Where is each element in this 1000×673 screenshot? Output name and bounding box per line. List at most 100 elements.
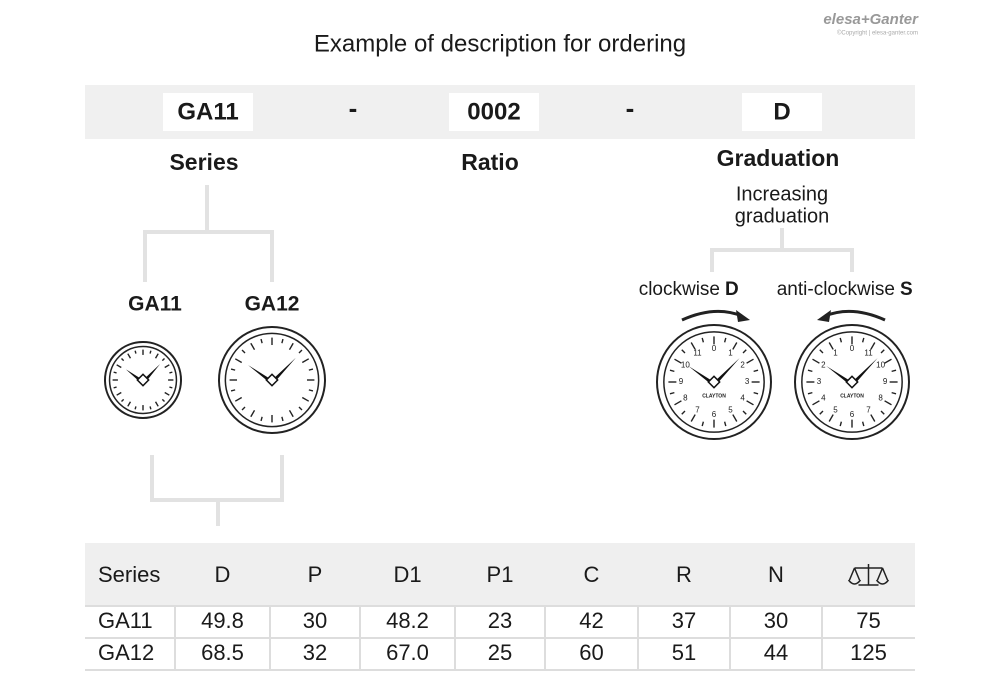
table-cell: 42	[579, 608, 603, 633]
dial-face	[801, 331, 903, 433]
dial-tick	[169, 371, 173, 374]
dial-tick	[169, 386, 173, 389]
table-cell: 125	[850, 640, 887, 665]
direction-label: anti-clockwise	[777, 279, 895, 300]
dial-tick	[669, 391, 675, 395]
dial-tick	[116, 391, 122, 396]
dial-hand	[248, 365, 272, 383]
dial-number: 4	[740, 394, 745, 403]
dial-number: 6	[712, 410, 717, 419]
dial-tick	[127, 401, 132, 407]
dial-number: 6	[850, 410, 855, 419]
dial-hub	[707, 375, 721, 389]
dial-tick	[116, 364, 122, 369]
table-header: N	[768, 562, 784, 587]
dial-hand	[714, 358, 740, 385]
dial-number: 3	[817, 377, 822, 386]
dial-face	[663, 331, 765, 433]
dial-tick	[812, 358, 820, 364]
table-header: R	[676, 562, 692, 587]
dial-tick	[746, 358, 754, 364]
dial-tick	[870, 414, 876, 422]
dial-tick	[260, 338, 263, 344]
dial-tick	[234, 358, 243, 364]
dial-tick	[281, 416, 284, 422]
arrow-head	[736, 310, 750, 322]
dial-hand	[272, 357, 296, 383]
dial-hand	[826, 366, 852, 385]
dial-number: 1	[728, 348, 733, 357]
dial-tick	[288, 409, 294, 418]
dial-number: 8	[878, 394, 883, 403]
code-label: Ratio	[461, 149, 519, 175]
dial-number: 3	[745, 377, 750, 386]
weight-icon	[847, 564, 890, 586]
dial-number: 2	[821, 361, 826, 370]
dial-number: 11	[693, 348, 702, 357]
arrow	[824, 309, 886, 322]
graduation-bracket	[710, 228, 854, 272]
code-separator: -	[626, 93, 635, 123]
dial-tick	[681, 410, 686, 415]
dial-tick	[701, 337, 705, 343]
dial-number: 10	[876, 361, 885, 370]
dial-tick	[234, 396, 243, 402]
dial-tick	[870, 342, 876, 350]
dial-number: 2	[740, 361, 745, 370]
arrow-head	[817, 310, 831, 322]
dial-tick	[861, 337, 865, 343]
dial-number: 9	[679, 377, 684, 386]
table-header-bg	[85, 543, 915, 606]
dial-tick	[241, 349, 246, 354]
dial-hub	[845, 375, 859, 389]
dial-tick	[308, 389, 314, 392]
dial-tick	[301, 358, 310, 364]
dial-tick	[669, 369, 675, 373]
dial-tick	[250, 409, 256, 418]
direction-code: D	[725, 279, 739, 300]
table-cell: 30	[303, 608, 327, 633]
dial-tick	[746, 400, 754, 406]
graduation-note: graduation	[735, 205, 830, 227]
dial-tick	[113, 371, 117, 374]
code-label: Graduation	[717, 145, 840, 171]
dial-hand	[688, 366, 714, 385]
code-box	[449, 93, 539, 131]
table-header: D1	[393, 562, 421, 587]
table-header: P1	[487, 562, 514, 587]
dial-tick	[690, 414, 696, 422]
dial-tick	[298, 349, 303, 354]
dial-tick	[674, 400, 682, 406]
dial-label: CLAYTON	[702, 393, 726, 399]
dial-hub	[136, 373, 150, 387]
table-cell: 48.2	[386, 608, 429, 633]
table-header: P	[308, 562, 323, 587]
table-header: C	[584, 562, 600, 587]
dial-number: 8	[683, 394, 688, 403]
dial-tick	[681, 349, 686, 354]
dial-tick	[121, 358, 125, 362]
dial-tick	[807, 369, 813, 373]
arrow	[681, 309, 743, 322]
dial-tick	[690, 342, 696, 350]
dial-face	[108, 345, 178, 415]
table-cell: 60	[579, 640, 603, 665]
dial-tick	[828, 414, 834, 422]
dial-label: CLAYTON	[840, 393, 864, 399]
dial-tick	[149, 350, 152, 354]
dial-tick	[113, 386, 117, 389]
table-cell: 37	[672, 608, 696, 633]
table-bracket	[150, 455, 284, 526]
table-cell: 32	[303, 640, 327, 665]
dial-tick	[742, 349, 747, 354]
dial-tick	[250, 342, 256, 351]
dial-number: 0	[850, 344, 855, 353]
table-cell: GA12	[98, 640, 154, 665]
dial-number: 10	[681, 361, 690, 370]
dial-tick	[819, 410, 824, 415]
dial-tick	[154, 353, 159, 359]
dial-number: 11	[864, 348, 873, 357]
dial-tick	[742, 410, 747, 415]
dial-hand	[852, 358, 878, 385]
